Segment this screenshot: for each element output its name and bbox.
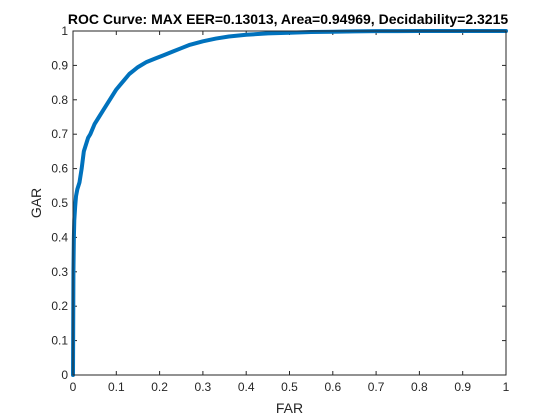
y-tick-label: 0.4 xyxy=(51,230,68,244)
y-tick-label: 1 xyxy=(61,24,68,38)
y-tick-label: 0.8 xyxy=(51,93,68,107)
y-tick-label: 0.3 xyxy=(51,265,68,279)
roc-series-line xyxy=(71,29,508,377)
series-layer xyxy=(71,29,508,377)
y-tick-label: 0 xyxy=(61,368,68,382)
x-tick-label: 0.7 xyxy=(368,380,385,394)
tick-label-layer: 0 0.1 0.2 0.3 0.4 0.5 0.6 0.7 0.8 0.9 1 0 0.1 0.2 0.3 0… xyxy=(51,24,509,394)
plot-box xyxy=(72,30,507,376)
x-tick-label: 0.5 xyxy=(281,380,298,394)
y-tick-label: 0.2 xyxy=(51,299,68,313)
y-tick-label: 0.9 xyxy=(51,58,68,72)
x-tick-label: 0.4 xyxy=(238,380,255,394)
x-tick-label: 0 xyxy=(70,380,77,394)
x-tick-label: 0.9 xyxy=(454,380,471,394)
y-axis-label: GAR xyxy=(28,188,44,218)
x-tick-label: 0.3 xyxy=(195,380,212,394)
y-tick-label: 0.6 xyxy=(51,162,68,176)
x-tick-label: 0.8 xyxy=(411,380,428,394)
plot-area xyxy=(73,31,506,375)
y-tick-label: 0.5 xyxy=(51,196,68,210)
x-tick-label: 0.6 xyxy=(324,380,341,394)
y-tick-label: 0.1 xyxy=(51,334,68,348)
y-tick-label: 0.7 xyxy=(51,127,68,141)
chart-title: ROC Curve: MAX EER=0.13013, Area=0.94969… xyxy=(68,11,509,27)
x-tick-label: 1 xyxy=(503,380,510,394)
x-axis-label: FAR xyxy=(276,400,303,416)
x-tick-label: 0.1 xyxy=(108,380,125,394)
x-tick-label: 0.2 xyxy=(151,380,168,394)
